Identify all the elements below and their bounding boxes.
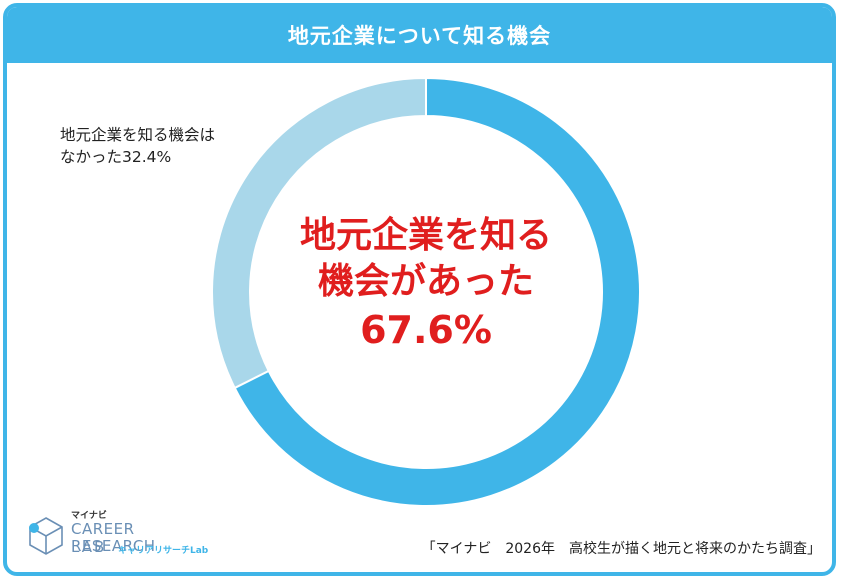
brand-lab: LAB [71,538,107,556]
secondary-slice-label-line1: 地元企業を知る機会は [60,126,216,144]
secondary-slice-label: 地元企業を知る機会は なかった32.4% [60,124,215,168]
secondary-slice-label-line2: なかった32.4% [60,148,172,166]
center-label-percent: 67.6% [360,308,492,352]
chart-title: 地元企業について知る機会 [7,7,832,63]
brand-title: CAREER RESEARCH [71,520,156,555]
donut-slice-no-opportunity [211,76,427,390]
source-citation: 「マイナビ 2026年 高校生が描く地元と将来のかたち調査」 [421,541,821,557]
center-label-line2: 機会があった [317,261,534,302]
cube-logo-icon [29,517,63,555]
donut-slice-had-opportunity [233,76,641,507]
brand-name: マイナビ [71,511,107,521]
brand-logo: マイナビ CAREER RESEARCH LAB キャリアリサーチLab [26,508,216,568]
center-label: 地元企業を知る 機会があった 67.6% [276,213,576,353]
brand-kana: キャリアリサーチLab [118,546,209,556]
center-label-line1: 地元企業を知る [299,215,552,256]
